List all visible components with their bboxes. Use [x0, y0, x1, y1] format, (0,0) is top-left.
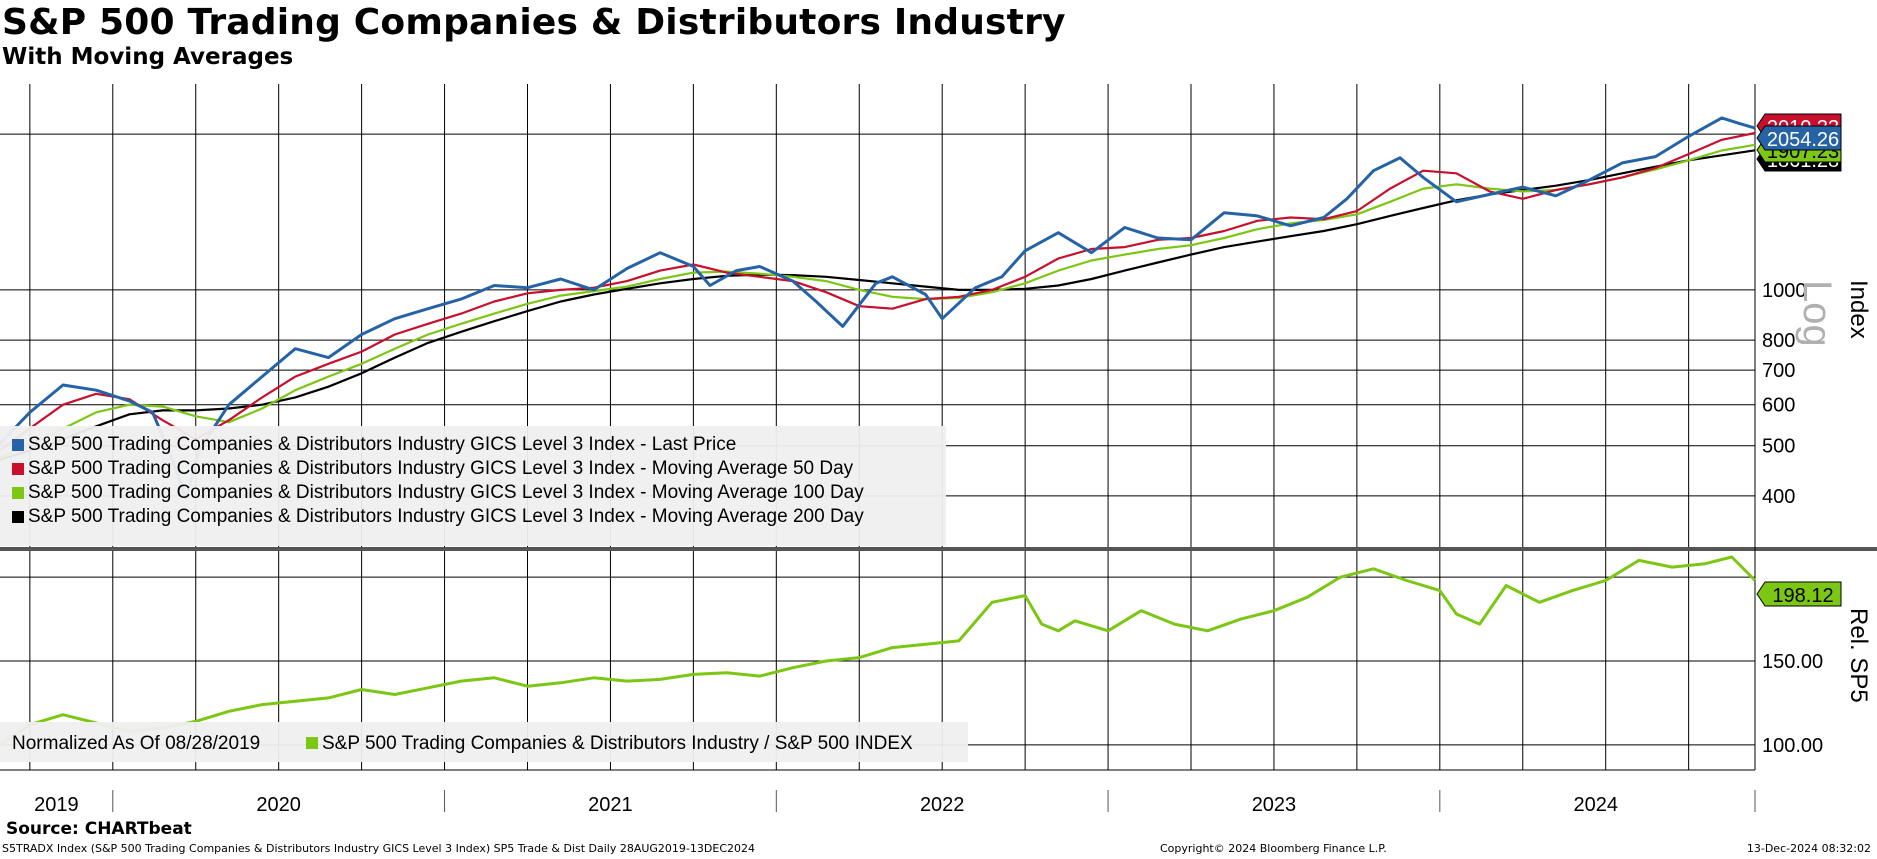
relative-flag [1756, 581, 1842, 607]
source-note: Source: CHARTbeat [6, 819, 192, 839]
x-tick-label: 2019 [34, 794, 79, 816]
x-tick-label: 2022 [920, 794, 965, 816]
y-axis-title-lower: Rel. SP5 [1845, 608, 1872, 703]
legend-swatch [12, 439, 24, 451]
y-axis-title: Index [1845, 280, 1872, 339]
normalized-note: Normalized As Of 08/28/2019 [12, 733, 260, 754]
relative-series-line [0, 555, 1757, 747]
series-line [0, 131, 1756, 452]
y-tick-label: 700 [1762, 360, 1795, 382]
legend-swatch [12, 487, 24, 499]
footer-ticker-description: S5TRADX Index (S&P 500 Trading Companies… [2, 842, 755, 855]
footer-timestamp: 13-Dec-2024 08:32:02 [1746, 842, 1871, 855]
y-tick-label: 100.00 [1762, 735, 1823, 757]
series-line [0, 143, 1756, 459]
series-line [0, 149, 1756, 461]
chart-subtitle: With Moving Averages [2, 44, 294, 70]
y-tick-label: 800 [1762, 330, 1795, 352]
footer-copyright: Copyright© 2024 Bloomberg Finance L.P. [1160, 842, 1387, 855]
last-price-flag [1756, 125, 1842, 151]
legend-label: S&P 500 Trading Companies & Distributors… [322, 733, 913, 754]
x-tick-label: 2020 [256, 794, 301, 816]
x-tick-label: 2021 [588, 794, 633, 816]
legend-label: S&P 500 Trading Companies & Distributors… [28, 506, 864, 527]
legend-label: S&P 500 Trading Companies & Distributors… [28, 458, 854, 479]
lower-legend-background [0, 722, 968, 762]
relative-value: 198.12 [1772, 585, 1833, 607]
legend-swatch [306, 737, 318, 749]
last-price-value: 2054.26 [1767, 129, 1839, 151]
chart-title: S&P 500 Trading Companies & Distributors… [2, 2, 1066, 43]
y-tick-label: 400 [1762, 486, 1795, 508]
panel-divider [0, 547, 1877, 551]
y-tick-label: 1000 [1762, 280, 1807, 302]
y-tick-label: 500 [1762, 436, 1795, 458]
series-line [0, 116, 1756, 501]
log-scale-label: Log [1795, 280, 1839, 347]
legend-background [0, 426, 946, 546]
legend-label: S&P 500 Trading Companies & Distributors… [28, 482, 864, 503]
x-tick-label: 2023 [1252, 794, 1297, 816]
y-tick-label: 600 [1762, 395, 1795, 417]
x-tick-label: 2024 [1574, 794, 1619, 816]
legend-swatch [12, 463, 24, 475]
legend-label: S&P 500 Trading Companies & Distributors… [28, 434, 736, 455]
y-tick-label: 150.00 [1762, 651, 1823, 673]
legend-swatch [12, 511, 24, 523]
